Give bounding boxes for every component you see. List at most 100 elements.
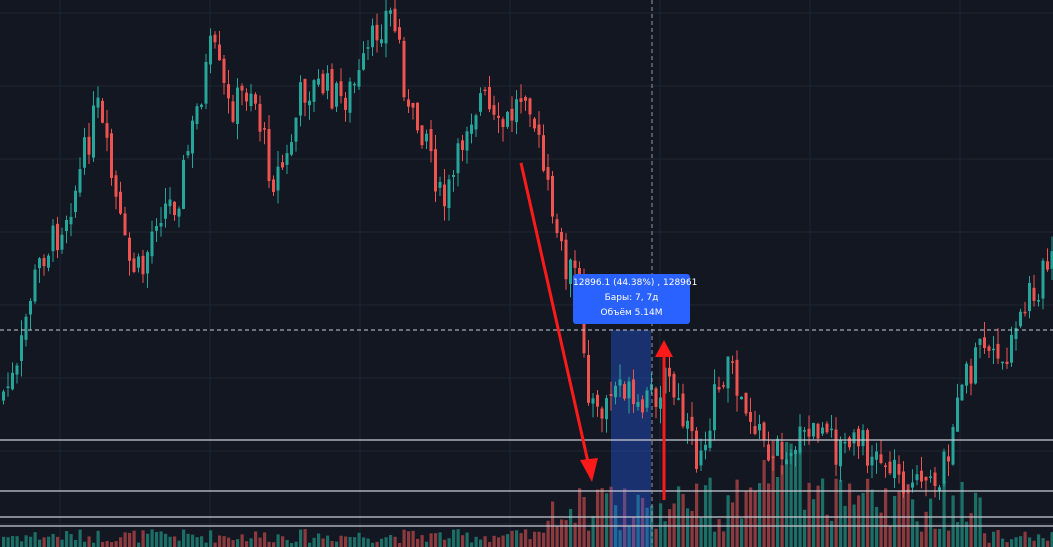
candle-body: [839, 440, 842, 467]
candle-body: [852, 432, 856, 444]
volume-bar: [281, 536, 285, 547]
volume-bar: [227, 537, 231, 547]
candle-body: [20, 335, 23, 361]
volume-bar: [632, 516, 636, 547]
volume-bar: [164, 533, 168, 547]
volume-bar: [254, 531, 258, 547]
horizontal-lines[interactable]: [0, 439, 1053, 527]
volume-bar: [218, 535, 222, 547]
candle-body: [695, 430, 698, 469]
volume-bar: [506, 534, 510, 547]
candle-body: [992, 348, 995, 351]
candle-body: [776, 438, 779, 456]
volume-bar: [960, 481, 964, 547]
candle-body: [492, 105, 496, 115]
volume-bar: [326, 535, 330, 547]
volume-bar: [195, 537, 199, 547]
volume-bar: [875, 506, 879, 547]
candle-body: [1001, 361, 1004, 364]
candle-body: [38, 258, 41, 269]
candle-body: [996, 343, 1000, 359]
volume-bar: [663, 521, 667, 547]
candle-body: [272, 179, 275, 192]
candle-body: [744, 392, 748, 414]
volume-bar: [1032, 540, 1036, 547]
volume-bar: [974, 492, 978, 547]
candle-body: [177, 208, 181, 217]
volume-bar: [708, 477, 712, 547]
volume-bar: [668, 509, 672, 547]
volume-bar: [371, 542, 375, 547]
volume-bar: [848, 483, 852, 547]
candle-body: [825, 423, 829, 433]
volume-bar: [731, 502, 735, 547]
volume-bar: [474, 536, 478, 547]
volume-bar: [573, 522, 577, 547]
candle-body: [951, 427, 955, 465]
candle-body: [294, 117, 298, 142]
candle-body: [672, 373, 676, 398]
volume-bar: [690, 510, 694, 547]
volume-bar: [762, 459, 766, 547]
volume-bar: [159, 531, 163, 547]
candle-body: [731, 361, 734, 363]
candlesticks: [2, 0, 1053, 500]
volume-bar: [92, 542, 96, 547]
measure-tooltip: 12896.1 (44.38%) , 128961 Бары: 7, 7д Об…: [573, 274, 697, 324]
candle-body: [146, 252, 149, 274]
candle-body: [942, 451, 946, 484]
candle-body: [69, 216, 73, 225]
volume-bar: [524, 529, 528, 547]
candle-body: [686, 420, 689, 429]
volume-bar: [20, 541, 24, 547]
drawn-arrows[interactable]: [519, 162, 673, 500]
volume-bar: [236, 539, 240, 547]
volume-bar: [510, 530, 514, 547]
candle-body: [726, 356, 730, 389]
volume-bar: [272, 542, 276, 547]
candle-body: [519, 98, 523, 102]
volume-bar: [258, 537, 262, 547]
volume-bar: [488, 542, 492, 547]
candle-body: [348, 81, 352, 113]
volume-bar: [11, 536, 15, 547]
volume-bar: [362, 537, 366, 547]
volume-bar: [722, 531, 726, 547]
volume-bar: [312, 537, 316, 547]
volume-bar: [546, 520, 550, 547]
candle-body: [416, 102, 419, 131]
volume-bar: [978, 497, 982, 547]
volume-bar: [591, 515, 595, 547]
candle-body: [758, 424, 761, 431]
volume-bar: [942, 480, 946, 547]
candle-body: [600, 408, 604, 419]
candle-body: [956, 397, 959, 432]
candle-body: [312, 80, 316, 102]
volume-bar: [146, 533, 150, 547]
volume-bar: [204, 542, 208, 547]
volume-bar: [420, 535, 424, 547]
candle-body: [474, 115, 478, 130]
candle-body: [560, 232, 563, 242]
volume-bar: [929, 498, 933, 547]
candle-body: [875, 451, 878, 460]
candle-body: [101, 100, 104, 123]
candle-body: [780, 441, 784, 460]
candle-body: [42, 258, 46, 267]
candle-body: [200, 104, 203, 107]
volume-bar: [654, 528, 658, 547]
candle-body: [209, 35, 212, 65]
candle-body: [479, 93, 482, 112]
candle-body: [438, 181, 442, 188]
volume-bar: [110, 542, 114, 547]
candle-body: [281, 162, 284, 168]
volume-bar: [906, 484, 910, 547]
volume-bar: [263, 532, 267, 547]
candle-body: [636, 402, 640, 407]
volume-bar: [398, 542, 402, 547]
candle-body: [483, 89, 487, 92]
candle-body: [708, 430, 712, 448]
candle-body: [15, 365, 19, 375]
